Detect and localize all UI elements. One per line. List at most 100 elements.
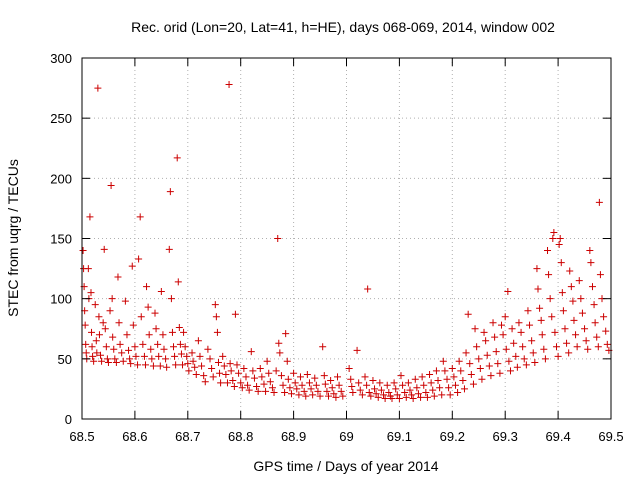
data-point	[200, 372, 208, 380]
data-point	[172, 361, 180, 369]
data-point	[260, 380, 268, 388]
data-point	[554, 352, 562, 360]
data-point	[305, 379, 313, 387]
data-point	[226, 360, 234, 368]
data-point	[462, 349, 470, 357]
data-point	[287, 390, 295, 398]
data-point	[586, 247, 594, 255]
x-tick-label: 68.5	[69, 429, 94, 444]
data-point	[119, 357, 127, 365]
data-point	[399, 381, 407, 389]
data-point	[506, 367, 514, 375]
data-point	[258, 373, 266, 381]
data-point	[401, 389, 409, 397]
data-point	[136, 213, 144, 221]
data-point	[139, 340, 147, 348]
data-point	[107, 182, 115, 190]
data-point	[406, 386, 414, 394]
data-point	[100, 245, 108, 253]
data-point	[206, 355, 214, 363]
data-point	[213, 328, 221, 336]
data-point	[413, 384, 421, 392]
data-point	[339, 392, 347, 400]
data-point	[222, 370, 230, 378]
data-point	[180, 328, 188, 336]
data-point	[293, 385, 301, 393]
data-point	[154, 340, 162, 348]
data-point	[347, 375, 355, 383]
data-point	[152, 325, 160, 333]
data-point	[286, 384, 294, 392]
data-point	[540, 345, 548, 353]
data-point	[534, 285, 542, 293]
data-point	[573, 343, 581, 351]
data-point	[517, 328, 525, 336]
data-point	[162, 355, 170, 363]
data-point	[277, 372, 285, 380]
data-point	[109, 333, 117, 341]
data-point	[374, 393, 382, 401]
data-point	[443, 375, 451, 383]
data-point	[408, 391, 416, 399]
data-point	[383, 381, 391, 389]
data-point	[575, 277, 583, 285]
data-point	[448, 364, 456, 372]
data-point	[99, 319, 107, 327]
data-point	[595, 198, 603, 206]
y-tick-label: 0	[65, 412, 72, 427]
data-point	[497, 321, 505, 329]
data-point	[520, 355, 528, 363]
data-point	[155, 352, 163, 360]
data-point	[367, 392, 375, 400]
data-point	[491, 333, 499, 341]
data-point	[283, 357, 291, 365]
data-point	[171, 352, 179, 360]
data-point	[510, 339, 518, 347]
y-tick-label: 300	[50, 51, 72, 66]
data-point	[371, 385, 379, 393]
data-point	[93, 349, 101, 357]
data-point	[402, 393, 410, 401]
data-point	[108, 295, 116, 303]
data-point	[363, 381, 371, 389]
data-point	[196, 352, 204, 360]
data-point	[242, 373, 250, 381]
data-point	[123, 331, 131, 339]
data-point	[335, 381, 343, 389]
data-point	[584, 345, 592, 353]
data-point	[471, 325, 479, 333]
data-point	[492, 348, 500, 356]
data-point	[115, 319, 123, 327]
data-point	[536, 304, 544, 312]
data-point	[590, 301, 598, 309]
data-point	[144, 303, 152, 311]
data-point	[314, 387, 322, 395]
x-tick-label: 69.5	[598, 429, 623, 444]
data-point	[561, 325, 569, 333]
data-point	[524, 307, 532, 315]
data-point	[89, 352, 97, 360]
data-point	[427, 379, 435, 387]
data-point	[323, 387, 331, 395]
data-point	[233, 361, 241, 369]
data-point	[191, 363, 199, 371]
data-point	[104, 358, 112, 366]
data-point	[127, 360, 135, 368]
data-point	[546, 295, 554, 303]
data-point	[235, 369, 243, 377]
data-point	[603, 340, 611, 348]
data-point	[361, 373, 369, 381]
x-tick-label: 68.9	[281, 429, 306, 444]
y-tick-label: 50	[58, 352, 72, 367]
data-point	[460, 385, 468, 393]
data-point	[111, 355, 119, 363]
x-tick-label: 68.8	[228, 429, 253, 444]
data-point	[319, 343, 327, 351]
data-point	[141, 361, 149, 369]
data-point	[114, 273, 122, 281]
data-point	[168, 328, 176, 336]
x-tick-label: 68.7	[175, 429, 200, 444]
data-point	[227, 367, 235, 375]
data-point	[91, 301, 99, 309]
data-point	[567, 283, 575, 291]
